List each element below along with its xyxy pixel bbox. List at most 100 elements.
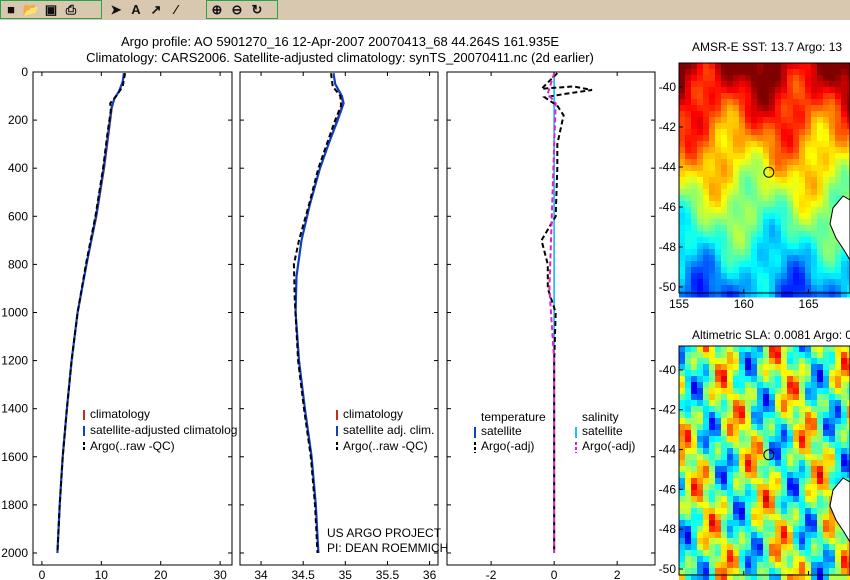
heatmap-cell: [811, 93, 818, 100]
line-icon[interactable]: ∕: [174, 2, 178, 17]
arrow-icon[interactable]: ↗: [150, 1, 162, 17]
heatmap-cell: [811, 466, 818, 473]
heatmap-cell: [817, 442, 824, 449]
heatmap-cell: [775, 418, 782, 425]
heatmap-cell: [745, 364, 752, 371]
heatmap-cell: [781, 225, 788, 232]
heatmap-cell: [769, 514, 776, 521]
heatmap-cell: [811, 123, 818, 130]
heatmap-cell: [763, 99, 770, 106]
heatmap-cell: [781, 237, 788, 244]
heatmap-cell: [835, 370, 842, 377]
heatmap-cell: [691, 291, 698, 298]
heatmap-cell: [823, 352, 830, 359]
heatmap-cell: [691, 237, 698, 244]
heatmap-cell: [739, 69, 746, 76]
text-icon[interactable]: A: [131, 2, 141, 17]
heatmap-cell: [709, 147, 716, 154]
heatmap-cell: [745, 105, 752, 112]
heatmap-cell: [691, 249, 698, 256]
heatmap-cell: [775, 472, 782, 479]
open-folder-icon[interactable]: 📂: [22, 1, 40, 17]
heatmap-cell: [721, 261, 728, 268]
heatmap-cell: [709, 532, 716, 539]
heatmap-cell: [799, 165, 806, 172]
heatmap-cell: [775, 526, 782, 533]
heatmap-cell: [763, 189, 770, 196]
heatmap-cell: [679, 261, 686, 268]
heatmap-cell: [763, 358, 770, 365]
heatmap-cell: [817, 267, 824, 274]
heatmap-cell: [823, 231, 830, 238]
heatmap-cell: [817, 472, 824, 479]
heatmap-cell: [727, 213, 734, 220]
heatmap-cell: [793, 514, 800, 521]
heatmap-cell: [691, 400, 698, 407]
heatmap-cell: [799, 177, 806, 184]
heatmap-cell: [721, 63, 728, 70]
heatmap-cell: [739, 93, 746, 100]
heatmap-cell: [679, 508, 686, 515]
heatmap-cell: [733, 436, 740, 443]
heatmap-cell: [679, 273, 686, 280]
heatmap-cell: [703, 123, 710, 130]
heatmap-cell: [769, 207, 776, 214]
heatmap-cell: [721, 478, 728, 485]
zoom-out-icon[interactable]: ⊖: [231, 1, 243, 17]
heatmap-cell: [763, 400, 770, 407]
heatmap-cell: [739, 117, 746, 124]
heatmap-cell: [799, 207, 806, 214]
heatmap-cell: [709, 520, 716, 527]
heatmap-cell: [799, 454, 806, 461]
heatmap-cell: [793, 556, 800, 563]
heatmap-cell: [739, 111, 746, 118]
heatmap-cell: [685, 442, 692, 449]
heatmap-cell: [799, 382, 806, 389]
rotate-icon[interactable]: ↻: [251, 1, 263, 17]
print-icon[interactable]: ⎙: [65, 1, 77, 17]
heatmap-cell: [835, 460, 842, 467]
heatmap-cell: [841, 424, 848, 431]
heatmap-cell: [709, 430, 716, 437]
heatmap-cell: [715, 273, 722, 280]
save-icon[interactable]: ▣: [44, 1, 58, 17]
heatmap-cell: [829, 153, 836, 160]
heatmap-cell: [841, 418, 848, 425]
heatmap-cell: [799, 364, 806, 371]
heatmap-cell: [847, 370, 850, 377]
pointer-icon[interactable]: ➤: [110, 1, 122, 17]
heatmap-cell: [811, 478, 818, 485]
heatmap-cell: [799, 460, 806, 467]
heatmap-cell: [727, 243, 734, 250]
heatmap-cell: [787, 231, 794, 238]
heatmap-cell: [751, 556, 758, 563]
heatmap-cell: [763, 255, 770, 262]
new-file-icon[interactable]: ■: [7, 2, 15, 17]
heatmap-cell: [763, 291, 770, 298]
heatmap-cell: [841, 159, 848, 166]
heatmap-cell: [811, 538, 818, 545]
heatmap-cell: [793, 430, 800, 437]
heatmap-cell: [685, 406, 692, 413]
heatmap-cell: [685, 63, 692, 70]
heatmap-cell: [685, 81, 692, 88]
heatmap-cell: [823, 538, 830, 545]
heatmap-cell: [847, 105, 850, 112]
heatmap-cell: [817, 255, 824, 262]
heatmap-cell: [751, 448, 758, 455]
heatmap-cell: [787, 75, 794, 82]
heatmap-cell: [775, 111, 782, 118]
heatmap-cell: [793, 544, 800, 551]
heatmap-cell: [841, 436, 848, 443]
heatmap-cell: [751, 454, 758, 461]
heatmap-cell: [805, 111, 812, 118]
heatmap-cell: [739, 400, 746, 407]
heatmap-cell: [697, 255, 704, 262]
zoom-in-icon[interactable]: ⊕: [211, 1, 223, 17]
figure-title-line1: Argo profile: AO 5901270_16 12-Apr-2007 …: [120, 34, 560, 49]
heatmap-cell: [727, 376, 734, 383]
heatmap-cell: [739, 394, 746, 401]
heatmap-cell: [757, 532, 764, 539]
heatmap-cell: [835, 574, 842, 580]
heatmap-cell: [835, 346, 842, 353]
